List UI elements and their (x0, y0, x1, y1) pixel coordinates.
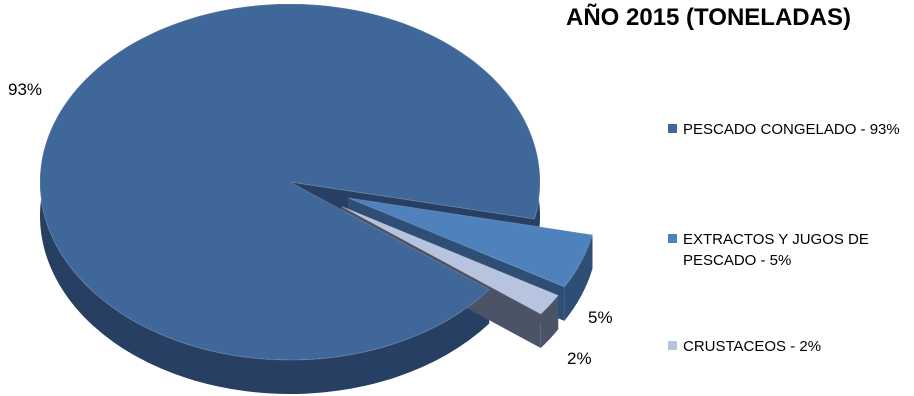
pie-slice-2 (341, 205, 559, 315)
legend-label: CRUSTACEOS - 2% (683, 338, 822, 355)
pie-slice-1 (347, 197, 594, 288)
legend-label: PESCADO CONGELADO - 93% (683, 121, 900, 138)
legend-swatch (668, 341, 677, 350)
legend-item-crustaceos: CRUSTACEOS - 2% (668, 336, 914, 357)
pie-data-labels: 93% 5% 2% (8, 80, 613, 368)
pie-slice-0 (39, 3, 541, 361)
chart-title: AÑO 2015 (TONELADAS) (566, 4, 851, 31)
pie-slice-tops (39, 3, 594, 361)
legend-swatch (668, 234, 677, 243)
legend-item-extractos: EXTRACTOS Y JUGOS DE PESCADO - 5% (668, 229, 914, 271)
data-label-2: 2% (567, 349, 592, 368)
legend-item-pescado-congelado: PESCADO CONGELADO - 93% (668, 119, 914, 140)
data-label-1: 5% (588, 308, 613, 327)
data-label-0: 93% (8, 80, 42, 99)
legend-swatch (668, 124, 677, 133)
legend-label: EXTRACTOS Y JUGOS DE PESCADO - 5% (683, 231, 869, 269)
